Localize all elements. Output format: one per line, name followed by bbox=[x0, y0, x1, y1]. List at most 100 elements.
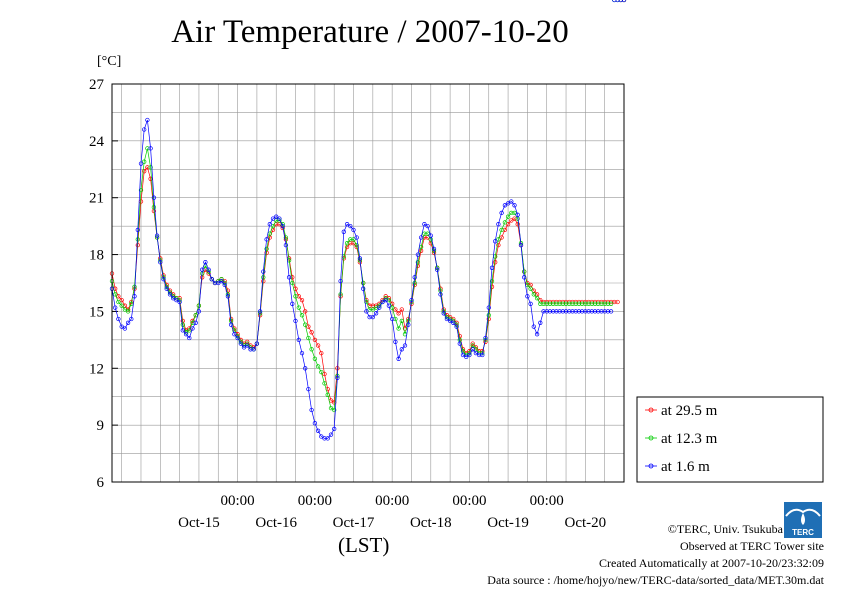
data-point bbox=[167, 292, 173, 297]
data-point bbox=[228, 322, 234, 327]
data-point bbox=[319, 434, 324, 439]
data-point bbox=[129, 316, 134, 322]
data-point bbox=[602, 301, 607, 306]
data-point bbox=[390, 316, 395, 322]
data-point bbox=[509, 210, 514, 216]
data-point bbox=[554, 301, 559, 306]
data-point bbox=[200, 267, 205, 272]
data-point bbox=[425, 223, 430, 229]
data-point bbox=[151, 205, 157, 210]
data-point bbox=[351, 237, 356, 242]
data-point bbox=[576, 301, 582, 306]
logo-text: TERC bbox=[792, 528, 814, 537]
data-point bbox=[615, 0, 620, 3]
data-point bbox=[325, 392, 330, 397]
data-point bbox=[531, 324, 536, 329]
data-point bbox=[177, 299, 182, 305]
data-point bbox=[373, 305, 379, 310]
data-point bbox=[370, 314, 375, 320]
data-point bbox=[348, 223, 353, 229]
data-point bbox=[283, 242, 289, 248]
data-point bbox=[286, 275, 292, 280]
data-point bbox=[505, 214, 511, 219]
data-point bbox=[264, 237, 269, 242]
data-point bbox=[312, 421, 318, 426]
x-tick-time-label: 00:00 bbox=[452, 493, 486, 509]
legend: at 29.5 m at 12.3 m at 1.6 m bbox=[636, 396, 824, 483]
data-point bbox=[412, 275, 417, 280]
data-point bbox=[406, 322, 411, 327]
data-point bbox=[422, 222, 427, 227]
data-point bbox=[496, 242, 501, 248]
data-point bbox=[267, 222, 272, 227]
series-line bbox=[111, 148, 612, 411]
data-point bbox=[454, 324, 459, 329]
data-point bbox=[486, 305, 491, 310]
data-point bbox=[396, 356, 401, 361]
x-tick-day-label: Oct-20 bbox=[565, 515, 607, 531]
data-point bbox=[254, 341, 260, 346]
data-point bbox=[338, 292, 343, 297]
data-point bbox=[589, 309, 594, 314]
series-3 bbox=[109, 0, 627, 441]
data-point bbox=[554, 309, 559, 314]
data-point bbox=[557, 301, 562, 306]
data-point bbox=[583, 309, 588, 314]
data-point bbox=[393, 307, 398, 312]
x-axis-label: (LST) bbox=[338, 533, 390, 557]
data-point bbox=[425, 231, 430, 236]
legend-swatch-marker bbox=[648, 407, 654, 413]
data-point bbox=[193, 320, 198, 325]
data-point bbox=[621, 0, 627, 3]
y-tick-label: 15 bbox=[89, 304, 104, 320]
data-point bbox=[290, 301, 295, 306]
data-point bbox=[576, 309, 582, 314]
copyright-text: ©TERC, Univ. Tsukuba bbox=[667, 522, 783, 536]
series-2 bbox=[109, 0, 627, 413]
data-point bbox=[402, 343, 408, 348]
legend-label: at 12.3 m bbox=[661, 431, 718, 447]
data-point bbox=[299, 297, 305, 303]
x-tick-day-label: Oct-18 bbox=[410, 515, 452, 531]
data-point bbox=[489, 265, 495, 270]
legend-swatch-marker bbox=[648, 463, 654, 469]
data-point bbox=[496, 237, 501, 242]
y-tick-label: 6 bbox=[97, 475, 105, 491]
data-point bbox=[551, 309, 556, 314]
data-point bbox=[444, 316, 450, 322]
data-point bbox=[393, 316, 398, 322]
data-point bbox=[538, 320, 543, 325]
data-point bbox=[132, 284, 137, 289]
y-tick-label: 21 bbox=[89, 191, 104, 207]
data-point bbox=[306, 324, 311, 329]
data-point bbox=[222, 282, 227, 288]
legend-swatch-marker bbox=[648, 435, 654, 441]
data-point bbox=[348, 237, 353, 242]
y-tick-label: 9 bbox=[97, 418, 105, 434]
data-point bbox=[390, 305, 395, 310]
data-point bbox=[303, 322, 308, 327]
data-point bbox=[309, 347, 314, 352]
data-point bbox=[145, 117, 150, 123]
series-line bbox=[111, 166, 618, 403]
data-point bbox=[341, 229, 346, 234]
data-point bbox=[570, 309, 575, 314]
data-point bbox=[132, 294, 137, 299]
data-point bbox=[409, 297, 414, 303]
data-point bbox=[512, 203, 517, 208]
data-point bbox=[322, 381, 327, 386]
data-point bbox=[154, 233, 160, 238]
data-point bbox=[357, 256, 363, 261]
series-layer bbox=[109, 0, 627, 441]
data-point bbox=[592, 309, 598, 314]
data-point bbox=[138, 161, 144, 166]
data-point bbox=[171, 296, 176, 301]
data-point bbox=[599, 309, 604, 314]
legend-label: at 1.6 m bbox=[661, 459, 710, 475]
data-point bbox=[174, 297, 179, 303]
x-tick-day-label: Oct-19 bbox=[487, 515, 529, 531]
data-point bbox=[393, 339, 398, 344]
data-point bbox=[589, 301, 594, 306]
data-point bbox=[332, 407, 337, 413]
data-point bbox=[261, 269, 266, 274]
